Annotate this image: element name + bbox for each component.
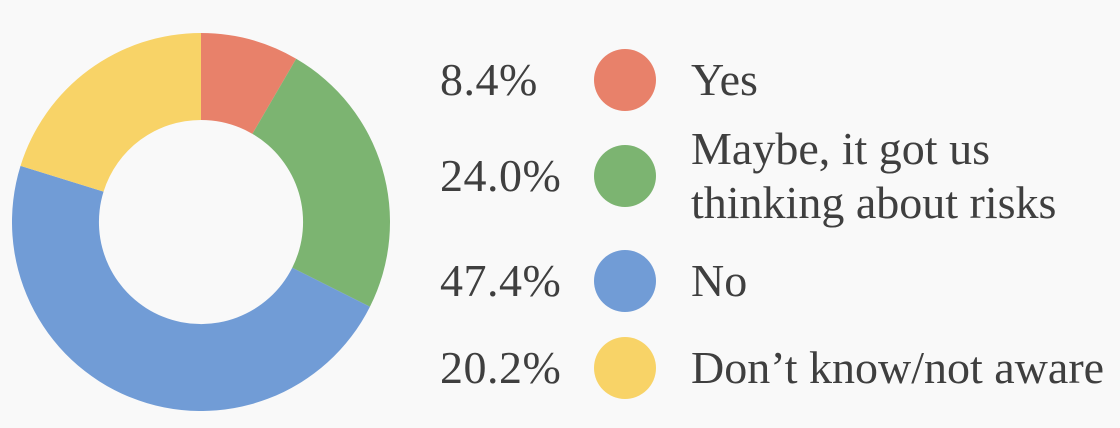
legend-percent-dont-know: 20.2% (440, 342, 562, 393)
legend-percent-maybe: 24.0% (440, 150, 562, 201)
legend-swatch-yes (594, 49, 656, 111)
donut-segment-dont-know (20, 33, 201, 192)
legend-label-yes: Yes (691, 54, 758, 105)
legend-swatch-no (594, 250, 656, 312)
chart-legend: 8.4% Yes 24.0% Maybe, it got us thinking ab… (440, 0, 1120, 399)
legend-item-dont-know: 20.2% Don’t know/not aware (440, 337, 1120, 399)
donut-segment-yes (201, 33, 297, 134)
legend-label-no: No (691, 255, 748, 306)
legend-label-dont-know: Don’t know/not aware (691, 342, 1105, 393)
legend-percent-yes: 8.4% (440, 54, 538, 105)
legend-percent-no: 47.4% (440, 255, 562, 306)
donut-chart (12, 33, 390, 411)
donut-segment-maybe (252, 58, 390, 307)
legend-swatch-maybe (594, 145, 656, 207)
legend-item-maybe: 24.0% Maybe, it got us thinking about ris… (440, 122, 1120, 230)
donut-segment-no (12, 165, 370, 411)
legend-label-maybe: Maybe, it got us thinking about risks (691, 123, 1057, 228)
legend-item-yes: 8.4% Yes (440, 49, 1120, 111)
legend-item-no: 47.4% No (440, 250, 1120, 312)
legend-swatch-dont-know (594, 337, 656, 399)
